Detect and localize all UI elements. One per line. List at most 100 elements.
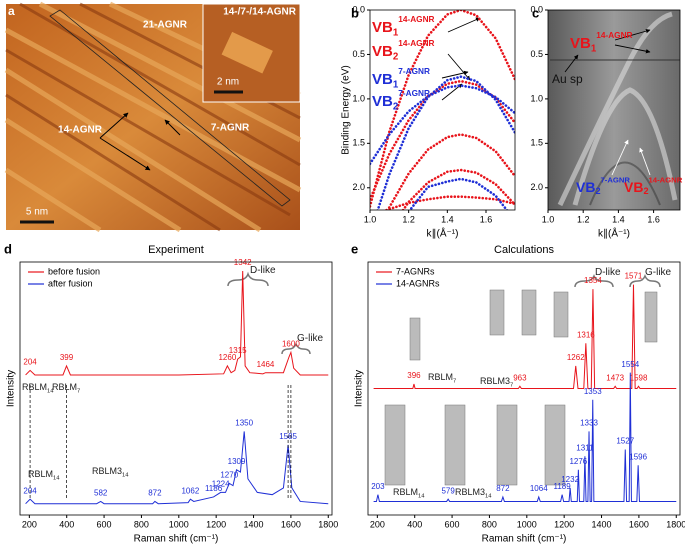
peak-label: 1232	[561, 475, 579, 484]
series-line	[401, 168, 515, 210]
annotation-sub: 1	[591, 43, 597, 54]
annotation-text: RBLM3	[480, 376, 510, 386]
annotation-sub: 14	[53, 475, 60, 481]
x-axis-label: k∥(Å⁻¹)	[427, 227, 459, 240]
x-tick-label: 800	[134, 519, 149, 529]
peak-label: 1189	[554, 482, 572, 491]
x-tick-label: 1.0	[542, 214, 555, 224]
peak-label: 1316	[577, 330, 595, 339]
panel-label: a	[8, 4, 15, 18]
annotation-sub: 14	[122, 472, 129, 478]
annotation-text: RBLM	[28, 469, 53, 479]
x-tick-label: 200	[22, 519, 37, 529]
annotation: VB27-AGNR	[576, 175, 630, 196]
peak-label: 1276	[569, 457, 587, 466]
annotation-sup: 14-AGNR	[649, 175, 683, 184]
annotation-sub: 1	[393, 79, 399, 90]
chart-title: Calculations	[494, 244, 554, 256]
peak-label: 399	[60, 353, 74, 362]
annotation-text: RBLM3	[92, 466, 122, 476]
legend-label: after fusion	[48, 278, 93, 288]
annotation-text: VB	[372, 93, 393, 110]
annotation: VB27-AGNR	[372, 89, 430, 112]
y-axis-label: Intensity	[6, 370, 17, 407]
peak-label: 579	[441, 486, 455, 495]
annotation: VB1 14-AGNR	[372, 15, 435, 38]
annotation-sub: 7	[510, 382, 513, 388]
y-tick-label: 1.0	[352, 93, 365, 103]
peak-label: 872	[496, 484, 510, 493]
annotation: RBLM14	[28, 469, 60, 481]
y-tick-label: 0.0	[530, 4, 543, 14]
annotation-sub: 2	[595, 187, 600, 197]
x-tick-label: 1800	[318, 519, 338, 529]
annotation-text: Au sp	[552, 72, 583, 86]
x-tick-label: 1.4	[441, 214, 454, 224]
y-tick-label: 0.5	[352, 49, 365, 59]
annotation: VB1 7-AGNR	[372, 67, 430, 90]
annotation-sup: 14-AGNR	[398, 15, 434, 24]
peak-label: 1262	[567, 353, 585, 362]
peak-label: 1309	[228, 457, 246, 466]
braces	[227, 271, 661, 355]
y-tick-label: 2.0	[352, 182, 365, 192]
annotation-sub: 14	[47, 388, 54, 394]
peak-label: 1186	[205, 484, 223, 493]
annotation-text: VB	[570, 35, 591, 52]
annotation-text: VB	[624, 179, 643, 195]
series-line	[386, 133, 515, 210]
annotation: G-like	[645, 267, 672, 278]
peak-label: 1350	[235, 419, 253, 428]
peak-label: 1062	[181, 486, 199, 495]
x-tick-label: 1200	[206, 519, 226, 529]
annotation-text: RBLM	[428, 372, 453, 382]
annotation: RBLM314	[92, 466, 129, 478]
scale-bar-label: 5 nm	[26, 207, 48, 218]
arpes-image	[548, 10, 680, 210]
annotation: RBLM14	[22, 382, 54, 394]
x-tick-label: 1.0	[364, 214, 377, 224]
panel-label: b	[351, 5, 359, 20]
annotation-sup: 7-AGNR	[601, 175, 631, 184]
annotation-text: VB	[576, 179, 595, 195]
peak-label: 1600	[282, 339, 300, 348]
series-line	[373, 372, 677, 502]
y-tick-label: 0.0	[352, 4, 365, 14]
peak-label: 1598	[630, 373, 648, 382]
y-axis-label: Binding Energy (eV)	[341, 65, 352, 155]
annotation-sub: 2	[393, 101, 399, 112]
peak-label: 203	[371, 482, 385, 491]
x-tick-label: 1.2	[577, 214, 590, 224]
y-axis-label: Intensity	[354, 370, 365, 407]
annotation: VB2 14-AGNR	[372, 39, 435, 62]
peak-label: 1342	[234, 258, 252, 267]
peak-label: 204	[23, 358, 37, 367]
annotation: RBLM314	[455, 487, 492, 499]
annotation-text: G-like	[645, 267, 672, 278]
peak-label: 1311	[576, 443, 594, 452]
stm-image	[4, 1, 302, 233]
annotation-sup: 14-AGNR	[596, 31, 632, 40]
x-tick-label: 200	[370, 519, 385, 529]
series-line	[25, 431, 329, 505]
plot-frame	[369, 9, 516, 211]
peak-label: 1596	[629, 452, 647, 461]
peak-label: 1554	[621, 360, 639, 369]
x-tick-label: 1200	[554, 519, 574, 529]
y-tick-label: 1.5	[530, 138, 543, 148]
peak-label: 1315	[229, 346, 247, 355]
x-tick-label: 400	[407, 519, 422, 529]
annotation: RBLM7	[428, 372, 456, 384]
peak-label: 1333	[580, 419, 598, 428]
x-tick-label: 1.4	[612, 214, 625, 224]
annotation-text: RBLM	[52, 382, 77, 392]
y-tick-label: 1.0	[530, 93, 543, 103]
annotation-sup: 7-AGNR	[398, 67, 430, 76]
molecule-sketches	[384, 289, 658, 486]
peak-label: 1270	[220, 470, 238, 479]
stm-label: 21-AGNR	[143, 20, 188, 31]
annotation-text: D-like	[250, 265, 276, 276]
plot-frame	[19, 261, 333, 516]
x-axis-label: Raman shift (cm⁻¹)	[482, 534, 567, 545]
